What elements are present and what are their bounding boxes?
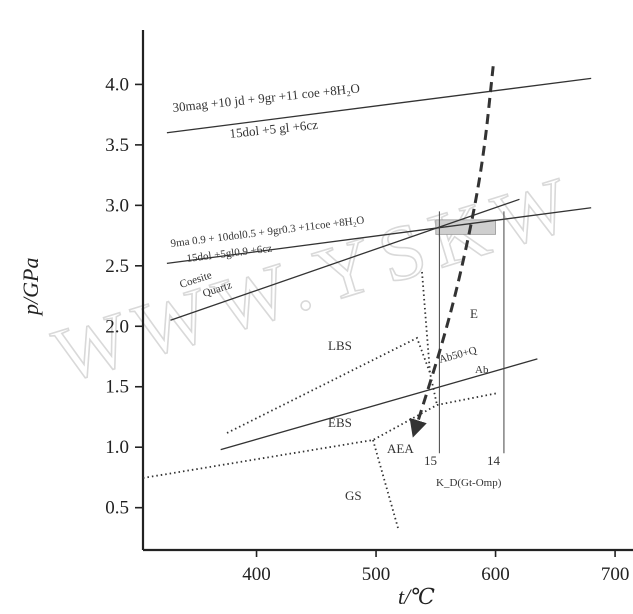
reaction-lines [166,77,592,451]
isopleths [438,211,505,454]
gs-upper-boundary [142,392,499,479]
reaction-1-top-label: 30mag +10 jd + 9gr +11 coe +8H₂O [172,80,361,115]
x-tick-label: 700 [601,564,630,585]
reaction-line-2 [166,207,592,265]
isopleth-14-label: 14 [487,453,501,468]
x-tick-label: 500 [362,564,391,585]
x-tick-label: 600 [481,564,510,585]
y-tick-label: 2.5 [105,256,129,277]
y-axis-label: p/GPa [18,258,43,317]
facies-gs: GS [345,488,362,503]
x-axis-label: t/℃ [398,584,435,609]
facies-ebs: EBS [328,415,352,430]
facies-lbs: LBS [328,338,352,353]
watermark: WWW.YSKW [43,157,589,401]
reaction-line-6 [220,358,538,451]
y-tick-label: 1.5 [105,377,129,398]
x-ticks: 400 500 600 700 [242,550,629,585]
pt-path [409,66,495,438]
x-tick-label: 400 [242,564,271,585]
pt-path-arrow [409,66,495,438]
watermark-text: WWW.YSKW [44,157,589,399]
isopleth-15-label: 15 [424,453,437,468]
y-ticks: 0.5 1.0 1.5 2.0 2.5 3.0 3.5 4.0 [105,74,143,519]
y-tick-label: 0.5 [105,498,129,519]
aea-gs-boundary [372,439,399,529]
reaction-1-bottom-label: 15dol +5 gl +6cz [229,117,319,141]
facies-aea: AEA [387,441,414,456]
ab-label: Ab [475,364,489,376]
reaction-line-0 [166,77,592,134]
lbs-e-boundary [421,271,431,374]
ab50-q-label: Ab50+Q [438,344,478,366]
isopleth-caption: K_D(Gt-Omp) [436,477,502,489]
y-tick-label: 2.0 [105,316,129,337]
y-tick-label: 3.0 [105,195,129,216]
y-tick-label: 4.0 [105,74,129,95]
y-tick-label: 1.0 [105,437,129,458]
reaction-line-4 [170,198,520,321]
y-tick-label: 3.5 [105,135,129,156]
facies-e: E [470,306,478,321]
